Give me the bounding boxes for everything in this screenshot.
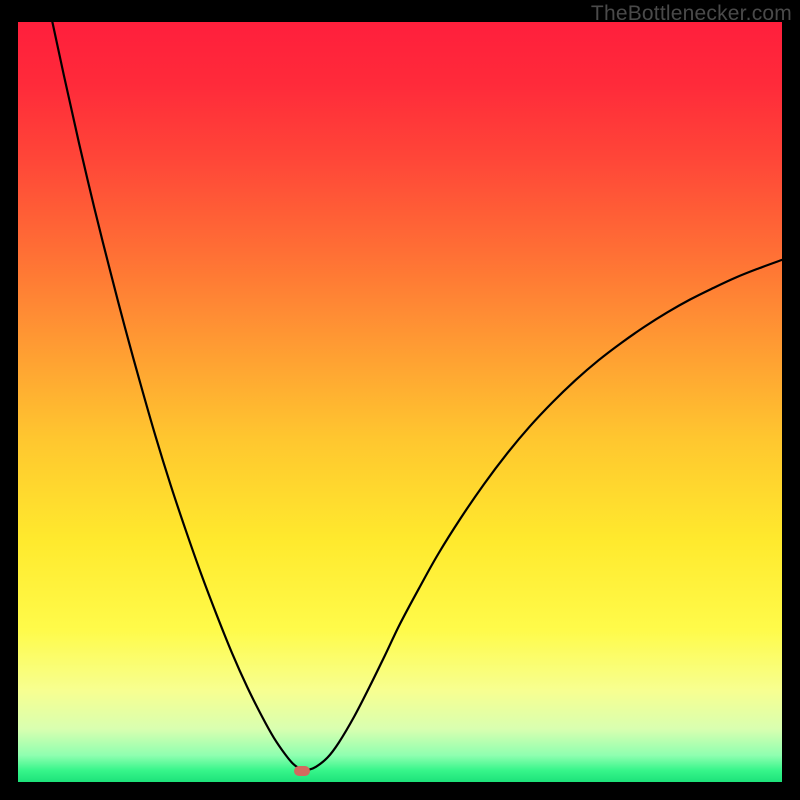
chart-frame: TheBottlenecker.com [0, 0, 800, 800]
optimal-point-marker [294, 766, 310, 776]
watermark-text: TheBottlenecker.com [591, 2, 792, 26]
plot-area [18, 22, 782, 782]
bottleneck-curve [18, 22, 782, 782]
